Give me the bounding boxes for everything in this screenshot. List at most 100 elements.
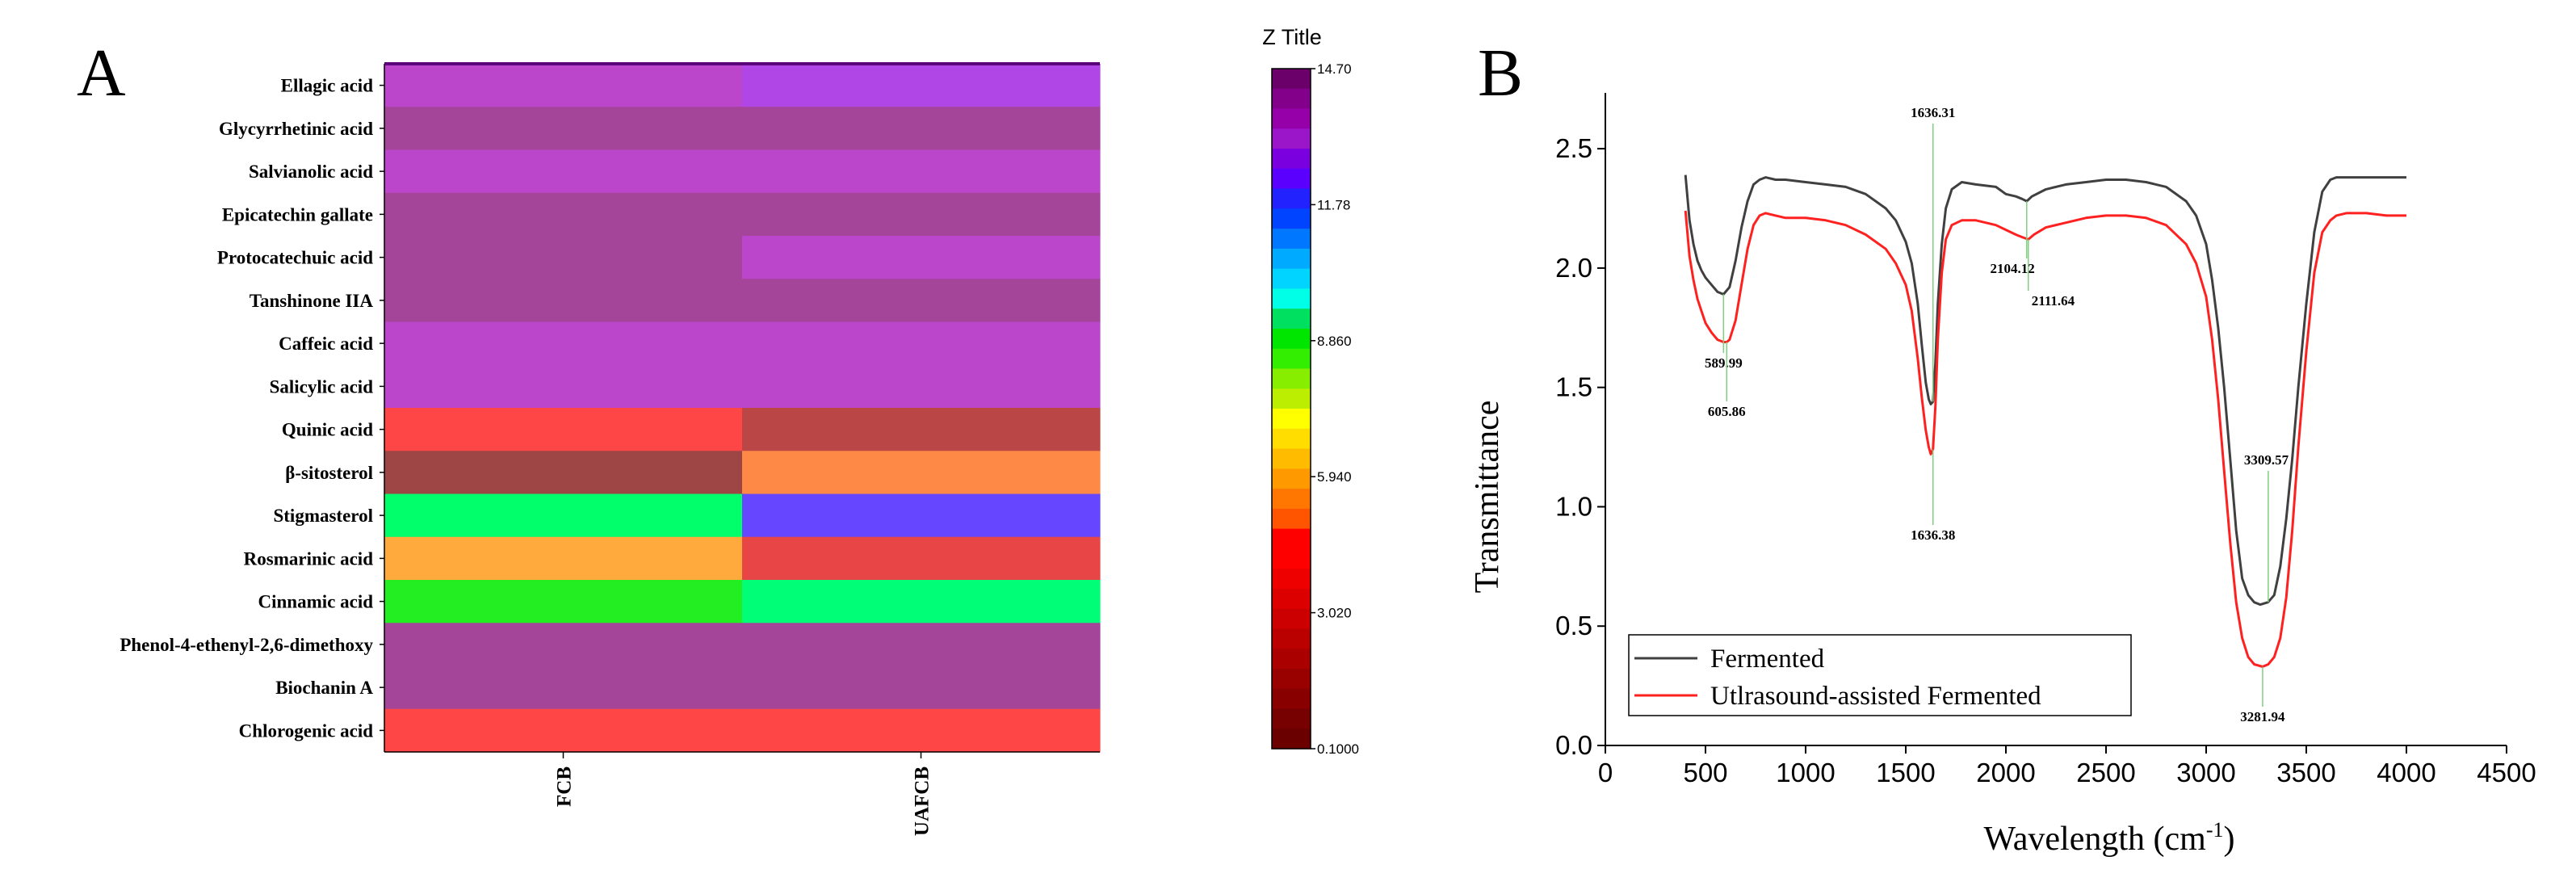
peak-label-3281-94: 3281.94: [2240, 709, 2285, 724]
colorbar-segment: [1272, 729, 1311, 750]
colorbar-segment: [1272, 168, 1311, 190]
peak-label-3309-57: 3309.57: [2244, 452, 2289, 468]
colorbar-segment: [1272, 649, 1311, 670]
heatmap-cell-sitosterol-fcb: [384, 451, 743, 495]
x-tick-label: 2000: [1976, 758, 2035, 787]
x-axis-label: Wavelength (cm-1): [1983, 818, 2234, 858]
heatmap-cell-caffeic-acid-uafcb: [742, 321, 1101, 366]
colorbar-segment: [1272, 528, 1311, 549]
colorbar-segment: [1272, 708, 1311, 729]
colorbar-segment: [1272, 288, 1311, 309]
heatmap-cell-ellagic-acid-fcb: [384, 64, 743, 107]
peak-label-605-86: 605.86: [1708, 404, 1746, 419]
x-tick-label: 4500: [2477, 758, 2536, 787]
heatmap-cell-caffeic-acid-fcb: [384, 321, 743, 366]
heatmap-cell-epicatechin-gallate-fcb: [384, 192, 743, 237]
peak-label-2104-12: 2104.12: [1991, 261, 2035, 276]
row-label-cinnamic-acid: Cinnamic acid: [258, 592, 374, 612]
panel-label-a: A: [77, 36, 126, 111]
heatmap-cell-biochanin-a-uafcb: [742, 666, 1101, 710]
colorbar-segment: [1272, 409, 1311, 430]
row-label-biochanin-a: Biochanin A: [275, 678, 373, 698]
column-label-fcb: FCB: [554, 766, 576, 807]
heatmap-cell-quinic-acid-uafcb: [742, 408, 1101, 451]
series-line-fermented: [1684, 174, 2406, 607]
colorbar-segments: [1272, 69, 1311, 750]
heatmap-cell-quinic-acid-fcb: [384, 408, 743, 451]
x-axis-label-main: Wavelength (cm: [1983, 821, 2206, 858]
colorbar-segment: [1272, 208, 1311, 229]
colorbar-segment: [1272, 448, 1311, 469]
peak-label-1636-38: 1636.38: [1911, 527, 1955, 543]
heatmap-cell-salvianolic-acid-fcb: [384, 149, 743, 194]
y-tick-label: 0.0: [1555, 730, 1592, 760]
heatmap-cells: [384, 64, 1101, 753]
heatmap-cell-glycyrrhetinic-acid-uafcb: [742, 107, 1101, 151]
legend-label-ultrasound: Utlrasound-assisted Fermented: [1710, 682, 2041, 711]
colorbar-segment: [1272, 328, 1311, 350]
heatmap-cell-cinnamic-acid-uafcb: [742, 580, 1101, 624]
heatmap-cell-cinnamic-acid-fcb: [384, 580, 743, 624]
heatmap-cell-tanshinone-iia-fcb: [384, 279, 743, 323]
heatmap-row-labels: Ellagic acid Glycyrrhetinic acid Salvianol…: [120, 76, 384, 741]
colorbar-segment: [1272, 69, 1311, 90]
colorbar-segment: [1272, 348, 1311, 370]
row-label-salvianolic-acid: Salvianolic acid: [249, 162, 373, 182]
colorbar-segment: [1272, 628, 1311, 649]
colorbar-segment: [1272, 268, 1311, 290]
row-label-caffeic-acid: Caffeic acid: [279, 334, 373, 354]
row-label-epicatechin-gallate: Epicatechin gallate: [222, 204, 373, 225]
heatmap-cell-biochanin-a-fcb: [384, 666, 743, 710]
heatmap-cell-rosmarinic-acid-uafcb: [742, 536, 1101, 581]
heatmap-cell-chlorogenic-acid-fcb: [384, 708, 743, 753]
heatmap-cell-sitosterol-uafcb: [742, 451, 1101, 495]
heatmap-cell-rosmarinic-acid-fcb: [384, 536, 743, 581]
colorbar-segment: [1272, 188, 1311, 209]
colorbar-segment: [1272, 569, 1311, 590]
colorbar-segment: [1272, 508, 1311, 530]
colorbar-tick-label: 14.70: [1317, 61, 1352, 77]
heatmap-cell-epicatechin-gallate-uafcb: [742, 192, 1101, 237]
row-label-tanshinone-iia: Tanshinone IIA: [250, 291, 374, 311]
y-tick-label: 1.5: [1555, 372, 1592, 402]
colorbar-segment: [1272, 428, 1311, 450]
row-label-sitosterol: β-sitosterol: [285, 463, 373, 483]
colorbar-segment: [1272, 309, 1311, 330]
heatmap-cell-salvianolic-acid-uafcb: [742, 149, 1101, 194]
colorbar-segment: [1272, 588, 1311, 610]
series-line-utlrasound-assisted-fermented: [1684, 210, 2406, 668]
y-tick-label: 2.0: [1555, 253, 1592, 283]
line-series: [1684, 174, 2406, 668]
colorbar-segment: [1272, 368, 1311, 389]
x-tick-label: 3000: [2176, 758, 2235, 787]
heatmap-cell-protocatechuic-acid-uafcb: [742, 236, 1101, 279]
colorbar-segment: [1272, 248, 1311, 270]
y-tick-label: 2.5: [1555, 133, 1592, 163]
colorbar-tick-label: 5.940: [1317, 469, 1352, 485]
row-label-ellagic-acid: Ellagic acid: [281, 76, 374, 96]
colorbar-segment: [1272, 88, 1311, 110]
legend-label-fermented: Fermented: [1710, 645, 1825, 674]
colorbar-segment: [1272, 128, 1311, 149]
colorbar-segment: [1272, 468, 1311, 489]
colorbar-segment: [1272, 688, 1311, 710]
colorbar-segment: [1272, 108, 1311, 129]
line-annotations: 1636.31 589.99 605.86 2104.12 2111.64 1636.38…: [1705, 105, 2289, 724]
colorbar-tick-label: 8.860: [1317, 334, 1352, 349]
heatmap-cell-glycyrrhetinic-acid-fcb: [384, 107, 743, 151]
colorbar-title: Z Title: [1262, 25, 1322, 49]
x-axis-label-end: ): [2224, 821, 2235, 858]
heatmap-cell-tanshinone-iia-uafcb: [742, 279, 1101, 323]
y-tick-label: 0.5: [1555, 611, 1592, 640]
colorbar-segment: [1272, 548, 1311, 569]
row-label-quinic-acid: Quinic acid: [282, 420, 373, 440]
heatmap-cell-ellagic-acid-uafcb: [742, 64, 1101, 107]
peak-label-2111-64: 2111.64: [2032, 293, 2075, 309]
x-tick-label: 2500: [2076, 758, 2135, 787]
panel-label-b: B: [1478, 36, 1523, 111]
colorbar-segment: [1272, 149, 1311, 170]
x-tick-label: 500: [1683, 758, 1727, 787]
colorbar-segment: [1272, 229, 1311, 250]
column-label-uafcb: UAFCB: [912, 766, 933, 836]
